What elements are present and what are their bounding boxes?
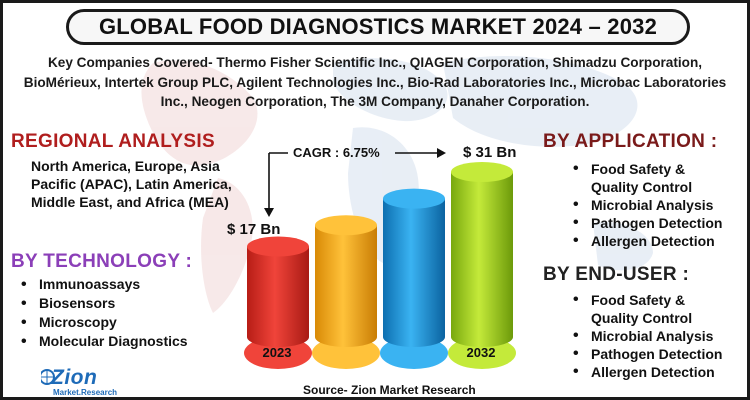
- technology-item: Immunoassays: [17, 275, 188, 294]
- end-user-heading: BY END-USER :: [543, 264, 690, 285]
- bar-cylinder: [247, 246, 309, 347]
- end-user-list: Food Safety & Quality Control Microbial …: [569, 291, 722, 381]
- end-user-item: Allergen Detection: [569, 363, 722, 381]
- bar-top: [383, 188, 445, 209]
- regional-analysis-text: North America, Europe, Asia Pacific (APA…: [31, 158, 232, 210]
- logo-name: Zion: [51, 366, 98, 389]
- technology-heading: BY TECHNOLOGY :: [11, 251, 193, 272]
- application-item: Allergen Detection: [569, 232, 722, 250]
- logo-subtitle: Market.Research: [53, 388, 118, 397]
- application-item: Food Safety & Quality Control: [569, 160, 699, 196]
- page-title: GLOBAL FOOD DIAGNOSTICS MARKET 2024 – 20…: [66, 9, 690, 45]
- key-companies-text: Key Companies Covered- Thermo Fisher Sci…: [23, 55, 727, 109]
- globe-lines: [41, 370, 53, 384]
- bar-top: [315, 215, 377, 236]
- technology-item: Biosensors: [17, 294, 188, 313]
- source-label: Source- Zion Market Research: [303, 383, 476, 397]
- year-label-2032: 2032: [466, 345, 496, 360]
- bar-top: [247, 236, 309, 257]
- cagr-label: CAGR : 6.75%: [293, 145, 380, 160]
- technology-item: Microscopy: [17, 313, 188, 332]
- application-item: Pathogen Detection: [569, 214, 722, 232]
- technology-item: Molecular Diagnostics: [17, 332, 188, 351]
- regional-analysis-heading: REGIONAL ANALYSIS: [11, 131, 215, 152]
- end-user-item: Microbial Analysis: [569, 327, 722, 345]
- zion-logo: [41, 369, 55, 385]
- technology-list: Immunoassays Biosensors Microscopy Molec…: [17, 275, 188, 351]
- year-label-2023: 2023: [262, 345, 292, 360]
- bar-cylinder: [451, 172, 513, 347]
- application-item: Microbial Analysis: [569, 196, 722, 214]
- arrow-head-icon: [437, 148, 446, 158]
- bar-cylinder: [383, 198, 445, 347]
- arrow-head-icon: [264, 208, 274, 217]
- application-list: Food Safety & Quality Control Microbial …: [569, 160, 722, 250]
- end-user-item: Food Safety & Quality Control: [569, 291, 699, 327]
- value-2023-label: $ 17 Bn: [227, 221, 281, 238]
- bar-top: [451, 162, 513, 182]
- bar-cylinder: [315, 225, 377, 347]
- market-chart: [244, 148, 516, 369]
- value-2032-label: $ 31 Bn: [463, 144, 517, 161]
- application-heading: BY APPLICATION :: [543, 131, 718, 152]
- end-user-item: Pathogen Detection: [569, 345, 722, 363]
